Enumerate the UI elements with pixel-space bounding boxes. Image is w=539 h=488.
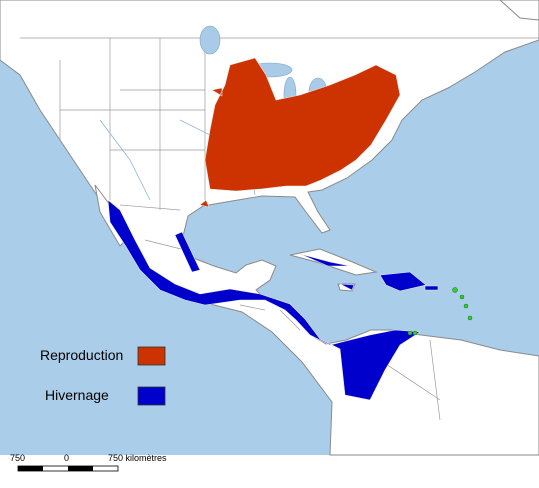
- scale-label: 0: [64, 453, 69, 463]
- island: [467, 315, 473, 321]
- scale-label: 750 kilomètres: [108, 453, 167, 463]
- scale-bar-segment: [18, 466, 43, 471]
- legend-label: Hivernage: [45, 387, 109, 403]
- migration-islands: [407, 287, 473, 336]
- scale-label: 750: [10, 453, 25, 463]
- cuba: [289, 248, 378, 276]
- island: [407, 330, 413, 336]
- legend-swatch: [137, 346, 166, 366]
- breeding-range: [199, 57, 401, 208]
- island: [459, 294, 465, 300]
- island: [463, 303, 469, 309]
- wintering-range: [107, 199, 439, 401]
- scale-bar-segment: [68, 466, 93, 471]
- lake: [199, 25, 221, 55]
- island: [412, 330, 418, 336]
- greenland-edge: [499, 0, 539, 21]
- borders: [20, 37, 539, 421]
- island: [452, 287, 458, 293]
- legend-swatch: [137, 386, 166, 406]
- legend: Reproduction Hivernage: [40, 346, 166, 406]
- legend-label: Reproduction: [40, 347, 123, 363]
- scale-bar: 750 0 750 kilomètres: [10, 453, 167, 472]
- footer: [0, 455, 539, 488]
